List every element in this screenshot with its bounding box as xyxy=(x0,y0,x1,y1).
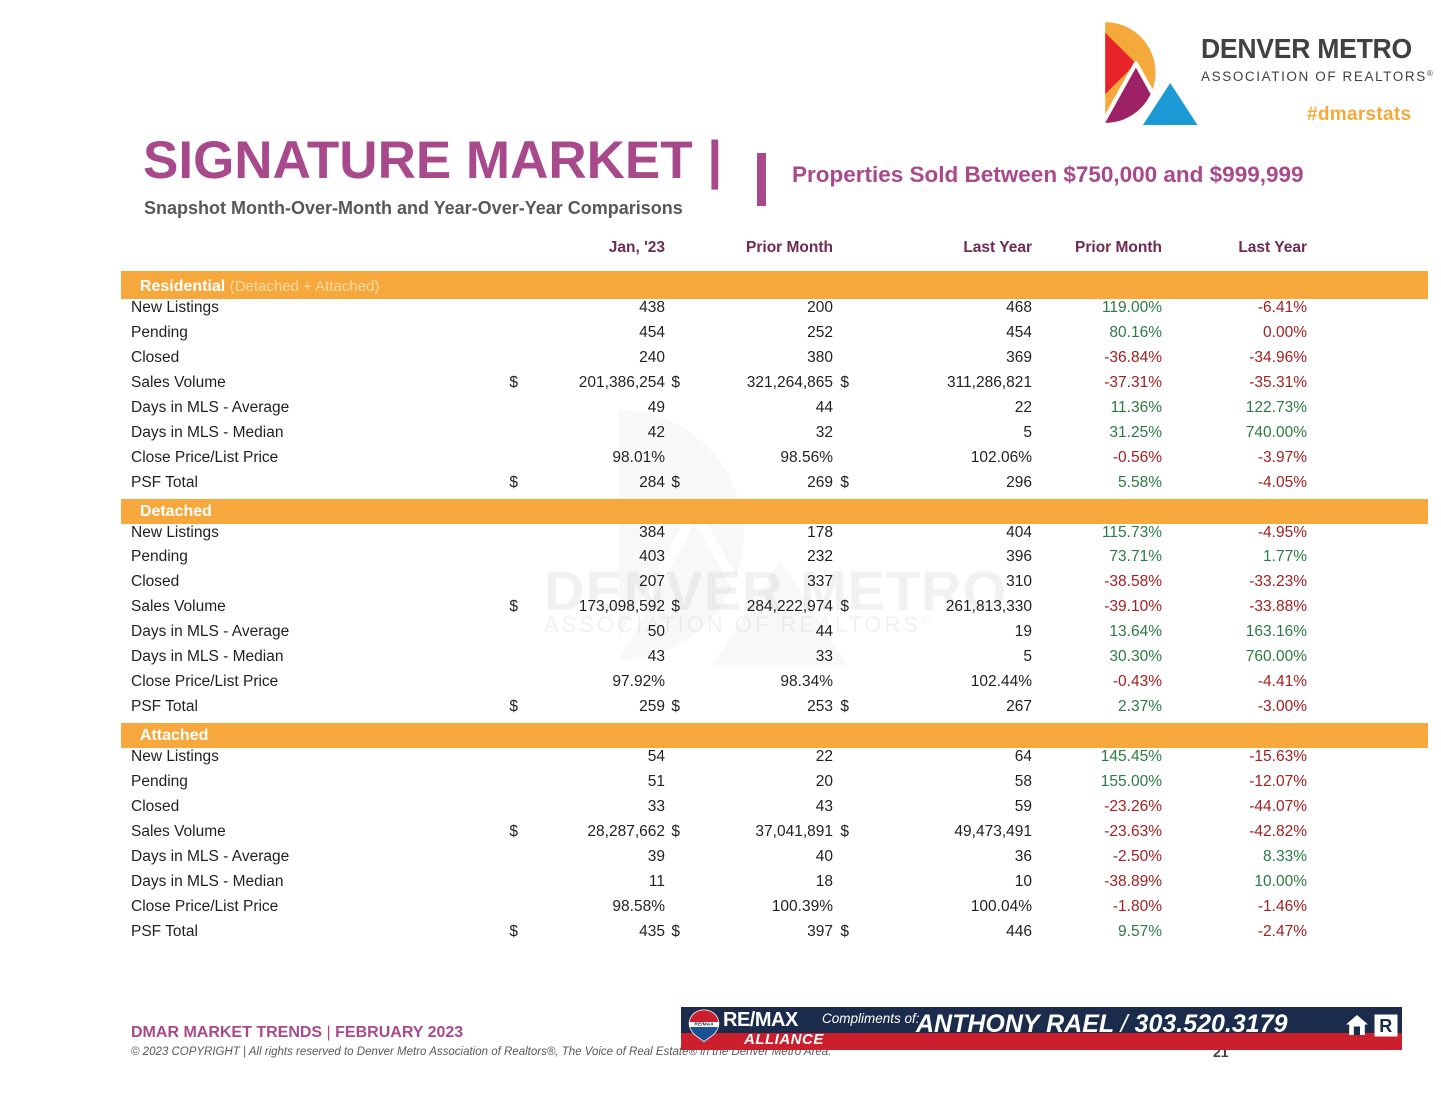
svg-text:R: R xyxy=(1379,1016,1392,1036)
svg-text:RE/MAX: RE/MAX xyxy=(694,1022,714,1028)
